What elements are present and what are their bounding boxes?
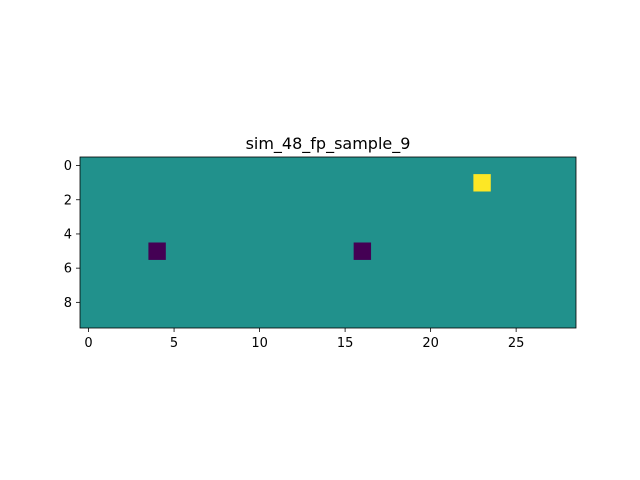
heatmap-cell [353, 242, 372, 260]
x-tick-label: 25 [508, 336, 525, 351]
x-tick-label: 0 [84, 336, 92, 351]
heatmap-cell [473, 174, 491, 192]
x-tick-label: 15 [337, 336, 354, 351]
x-tick-label: 10 [251, 336, 268, 351]
y-tick-label: 8 [64, 296, 72, 311]
y-tick-label: 2 [64, 193, 72, 208]
axes-frame [79, 156, 577, 329]
x-axis: 0 5 10 15 20 25 [84, 328, 524, 351]
y-tick-label: 0 [64, 159, 72, 174]
y-axis: 0 2 4 6 8 [64, 159, 80, 311]
x-tick-label: 5 [170, 336, 178, 351]
heatmap-cell [148, 242, 166, 260]
x-tick-label: 20 [422, 336, 439, 351]
chart-title: sim_48_fp_sample_9 [246, 134, 411, 154]
y-tick-label: 6 [64, 262, 72, 277]
plot-area [79, 156, 577, 329]
y-tick-label: 4 [64, 227, 72, 242]
